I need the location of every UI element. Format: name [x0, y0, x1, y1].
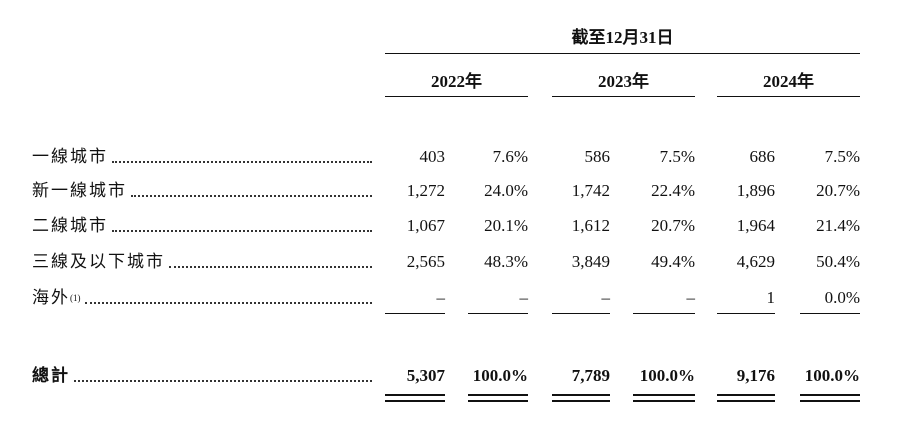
cell: 403 [419, 147, 446, 166]
rule [385, 400, 445, 402]
cell: 1,612 [571, 216, 610, 235]
cell: 1,272 [406, 181, 445, 200]
rule [385, 53, 860, 54]
rule [717, 313, 775, 314]
note-marker: (1) [70, 293, 81, 303]
leader [112, 161, 372, 163]
cell: 1 [766, 288, 776, 307]
row-label: 總計 [32, 366, 70, 385]
cell: 4,629 [736, 252, 775, 271]
leader [74, 380, 372, 382]
cell: – [686, 288, 696, 307]
rule [468, 400, 528, 402]
rule [552, 394, 610, 396]
cell: 0.0% [824, 288, 860, 307]
rule [717, 394, 775, 396]
rule [552, 313, 610, 314]
cell: 100.0% [639, 366, 695, 385]
year-header: 2024年 [763, 72, 814, 91]
row-label: 一線城市 [32, 147, 108, 166]
year-header: 2023年 [598, 72, 649, 91]
row-label: 一線城市 [32, 147, 372, 167]
rule [633, 313, 695, 314]
year-header: 2022年 [431, 72, 482, 91]
cell: 1,964 [736, 216, 775, 235]
rule [385, 96, 528, 97]
cell: 9,176 [736, 366, 775, 385]
cell: 24.0% [484, 181, 528, 200]
cell: 20.1% [484, 216, 528, 235]
rule [633, 400, 695, 402]
cell: 20.7% [816, 181, 860, 200]
rule [633, 394, 695, 396]
cell: 586 [584, 147, 611, 166]
leader [112, 230, 372, 232]
rule [717, 96, 860, 97]
leader [84, 302, 372, 304]
row-label: 三線及以下城市 [32, 252, 165, 271]
cell: 1,067 [406, 216, 445, 235]
row-label: 二線城市 [32, 216, 108, 235]
rule [468, 313, 528, 314]
cell: 1,742 [571, 181, 610, 200]
cell: – [519, 288, 529, 307]
leader [169, 266, 372, 268]
row-label: 二線城市 [32, 216, 372, 236]
cell: 3,849 [571, 252, 610, 271]
cell: 21.4% [816, 216, 860, 235]
total-label: 總計 [32, 366, 372, 386]
rule [800, 313, 860, 314]
row-label: 海外 (1) [32, 288, 372, 308]
cell: 5,307 [406, 366, 445, 385]
cell: 2,565 [406, 252, 445, 271]
row-label: 新一線城市 [32, 181, 127, 200]
cell: 48.3% [484, 252, 528, 271]
leader [131, 195, 372, 197]
row-label: 三線及以下城市 [32, 252, 372, 272]
cell: 100.0% [804, 366, 860, 385]
cell: 1,896 [736, 181, 775, 200]
row-label: 新一線城市 [32, 181, 372, 201]
rule [800, 400, 860, 402]
cell: 686 [749, 147, 776, 166]
period-header: 截至12月31日 [571, 28, 674, 47]
cell: 50.4% [816, 252, 860, 271]
rule [468, 394, 528, 396]
rule [385, 313, 445, 314]
cell: 100.0% [472, 366, 528, 385]
cell: 7.6% [492, 147, 528, 166]
cell: 7.5% [824, 147, 860, 166]
cell: 7.5% [659, 147, 695, 166]
row-label: 海外 [32, 288, 70, 307]
cell: – [601, 288, 611, 307]
cell: 7,789 [571, 366, 610, 385]
rule [385, 394, 445, 396]
rule [717, 400, 775, 402]
cell: 49.4% [651, 252, 695, 271]
cell: 22.4% [651, 181, 695, 200]
cell: 20.7% [651, 216, 695, 235]
rule [552, 400, 610, 402]
rule [552, 96, 695, 97]
rule [800, 394, 860, 396]
cell: – [436, 288, 446, 307]
